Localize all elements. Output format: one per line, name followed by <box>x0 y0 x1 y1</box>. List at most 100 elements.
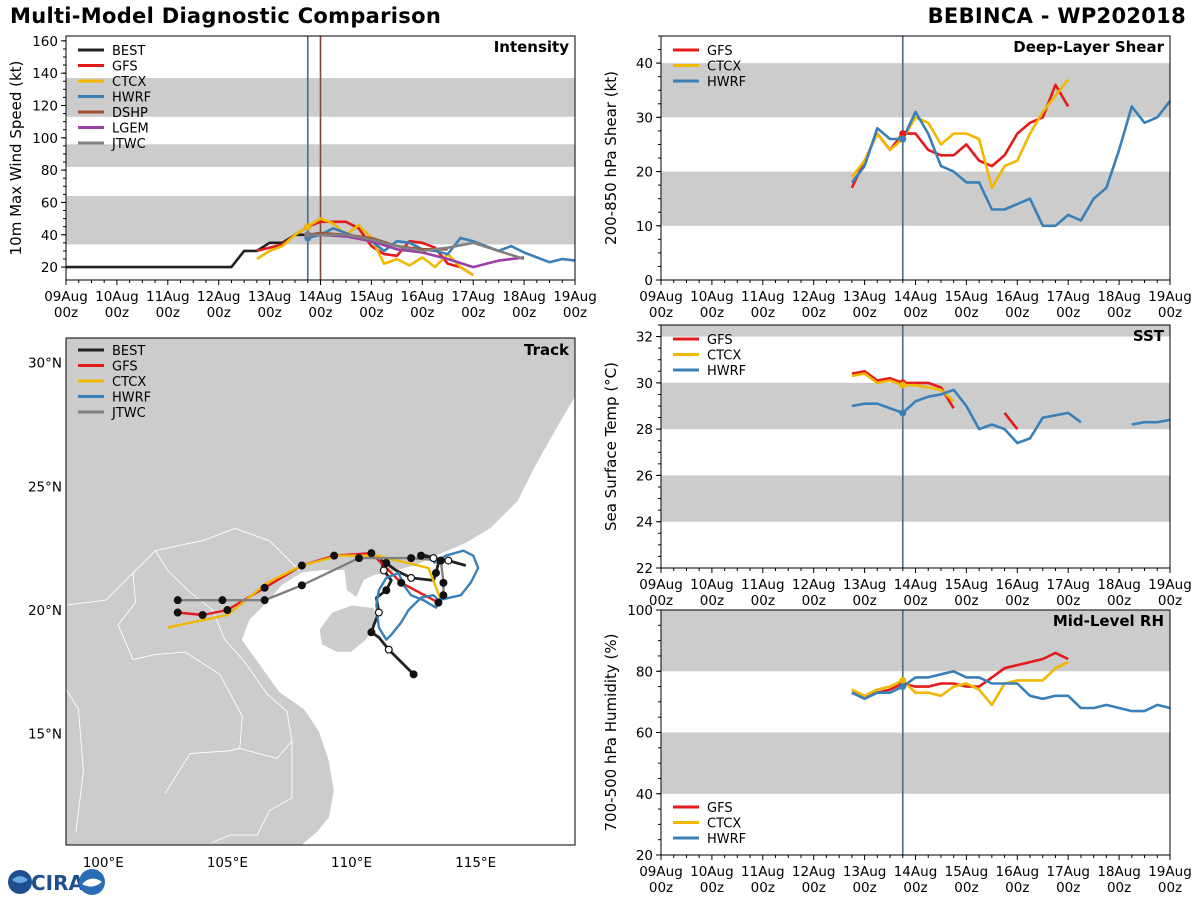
shear-analysis-point <box>899 135 907 143</box>
track-point-jtwc <box>354 554 363 563</box>
sst-xtick-label-date: 15Aug <box>945 577 989 593</box>
rh-analysis-point <box>899 676 907 684</box>
rh-xtick-label-date: 11Aug <box>741 864 785 880</box>
intensity-xtick-label-hour: 00z <box>105 305 129 321</box>
rh-xtick-label-hour: 00z <box>700 880 724 896</box>
sst-xtick-label-date: 17Aug <box>1046 577 1090 593</box>
shear-xtick-label-date: 15Aug <box>945 289 989 305</box>
sst-xtick-label-date: 09Aug <box>639 577 683 593</box>
shear-band <box>661 63 1170 118</box>
shear-xtick-label-date: 17Aug <box>1046 289 1090 305</box>
track-point-jtwc <box>407 554 416 563</box>
rh-xtick-label-date: 09Aug <box>639 864 683 880</box>
rh-legend-label: HWRF <box>707 832 746 847</box>
intensity-xtick-label-date: 14Aug <box>299 289 343 305</box>
shear-ylabel: 200-850 hPa Shear (kt) <box>602 71 620 245</box>
intensity-xtick-label-date: 18Aug <box>502 289 546 305</box>
sst-xtick-label-date: 10Aug <box>690 577 734 593</box>
intensity-xtick-label-hour: 00z <box>359 305 383 321</box>
sst-ytick-label: 24 <box>636 515 653 531</box>
track-point-best <box>384 645 393 654</box>
intensity-xtick-label-date: 11Aug <box>146 289 190 305</box>
sst-xtick-label-date: 18Aug <box>1097 577 1141 593</box>
track-point-gfs <box>434 598 443 607</box>
track-map: 100°E 105°E 110°E 115°E 15°N 20°N 25°N 30°N Trac… <box>28 337 576 871</box>
shear-ytick-label: 10 <box>636 219 653 235</box>
track-point-gfs <box>260 583 269 592</box>
rh-ytick-label: 60 <box>636 726 653 742</box>
intensity-xtick-label-hour: 00z <box>512 305 536 321</box>
intensity-ytick-label: 140 <box>32 66 58 82</box>
track-point-best <box>382 559 391 568</box>
lon-tick-label: 110°E <box>331 855 372 871</box>
shear-ytick-label: 20 <box>636 165 653 181</box>
intensity-ytick-label: 40 <box>41 228 58 244</box>
track-frame <box>65 337 576 846</box>
intensity-legend-label: CTCX <box>112 75 146 90</box>
sst-series-hwrf <box>851 388 1082 445</box>
track-ctcx <box>167 554 443 629</box>
sst-ylabel: Sea Surface Temp (°C) <box>602 362 620 531</box>
shear-legend-label: GFS <box>707 44 733 59</box>
country-border <box>155 545 178 552</box>
shear-xtick-label-hour: 00z <box>802 305 826 321</box>
intensity-xtick-label-date: 09Aug <box>44 289 88 305</box>
sst-ytick-label: 26 <box>636 468 653 484</box>
track-point-best <box>407 573 416 582</box>
shear-legend-label: HWRF <box>707 75 746 90</box>
rh-band <box>661 610 1170 672</box>
rh-xtick-label-hour: 00z <box>954 880 978 896</box>
rh-chart: 2040608010009Aug00z10Aug00z11Aug00z12Aug… <box>602 603 1192 896</box>
intensity-xtick-label-date: 12Aug <box>197 289 241 305</box>
sst-ytick-label: 28 <box>636 422 653 438</box>
country-border <box>132 549 293 742</box>
sst-xtick-label-date: 19Aug <box>1148 577 1192 593</box>
sst-xtick-label-hour: 00z <box>1107 593 1131 609</box>
track-point-gfs <box>330 551 339 560</box>
shear-xtick-label-date: 18Aug <box>1097 289 1141 305</box>
track-legend-label: GFS <box>112 360 138 375</box>
intensity-title: Intensity <box>494 38 570 56</box>
track-point-gfs <box>297 561 306 570</box>
intensity-legend-label: HWRF <box>112 91 151 106</box>
rh-ytick-label: 100 <box>627 603 653 619</box>
intensity-ytick-label: 100 <box>32 131 58 147</box>
intensity-ytick-label: 60 <box>41 195 58 211</box>
track-legend-label: CTCX <box>112 375 146 390</box>
shear-xtick-label-date: 09Aug <box>639 289 683 305</box>
intensity-legend-label: BEST <box>112 44 145 59</box>
track-point-best <box>374 608 383 617</box>
track-point-jtwc <box>436 556 445 565</box>
rh-xtick-label-hour: 00z <box>1056 880 1080 896</box>
sst-xtick-label-hour: 00z <box>802 593 826 609</box>
shear-xtick-label-date: 12Aug <box>792 289 836 305</box>
sst-xtick-label-date: 12Aug <box>792 577 836 593</box>
intensity-xtick-label-date: 19Aug <box>553 289 597 305</box>
rh-xtick-label-date: 14Aug <box>894 864 938 880</box>
shear-xtick-label-hour: 00z <box>1158 305 1182 321</box>
intensity-xtick-label-hour: 00z <box>308 305 332 321</box>
intensity-ytick-label: 160 <box>32 34 58 50</box>
track-hwrf <box>375 549 480 641</box>
sst-xtick-label-hour: 00z <box>751 593 775 609</box>
rh-legend-label: GFS <box>707 801 733 816</box>
sst-title: SST <box>1133 327 1165 345</box>
rh-xtick-label-date: 18Aug <box>1097 864 1141 880</box>
storm-name: BEBINCA - WP202018 <box>927 4 1186 28</box>
track-point-jtwc <box>218 596 227 605</box>
track-point-jtwc <box>297 581 306 590</box>
intensity-ytick-label: 80 <box>41 163 58 179</box>
rh-xtick-label-date: 16Aug <box>996 864 1040 880</box>
rh-ytick-label: 80 <box>636 664 653 680</box>
shear-band <box>661 171 1170 226</box>
rh-ylabel: 700-500 hPa Humidity (%) <box>602 633 620 831</box>
intensity-chart: 2040608010012014016009Aug00z10Aug00z11Au… <box>7 34 597 321</box>
shear-xtick-label-date: 16Aug <box>996 289 1040 305</box>
intensity-xtick-label-hour: 00z <box>563 305 587 321</box>
sst-band <box>661 325 1170 337</box>
sst-xtick-label-hour: 00z <box>1056 593 1080 609</box>
sst-xtick-label-date: 11Aug <box>741 577 785 593</box>
lat-tick-label: 25°N <box>28 479 62 495</box>
sst-xtick-label-hour: 00z <box>1005 593 1029 609</box>
intensity-xtick-label-hour: 00z <box>257 305 281 321</box>
